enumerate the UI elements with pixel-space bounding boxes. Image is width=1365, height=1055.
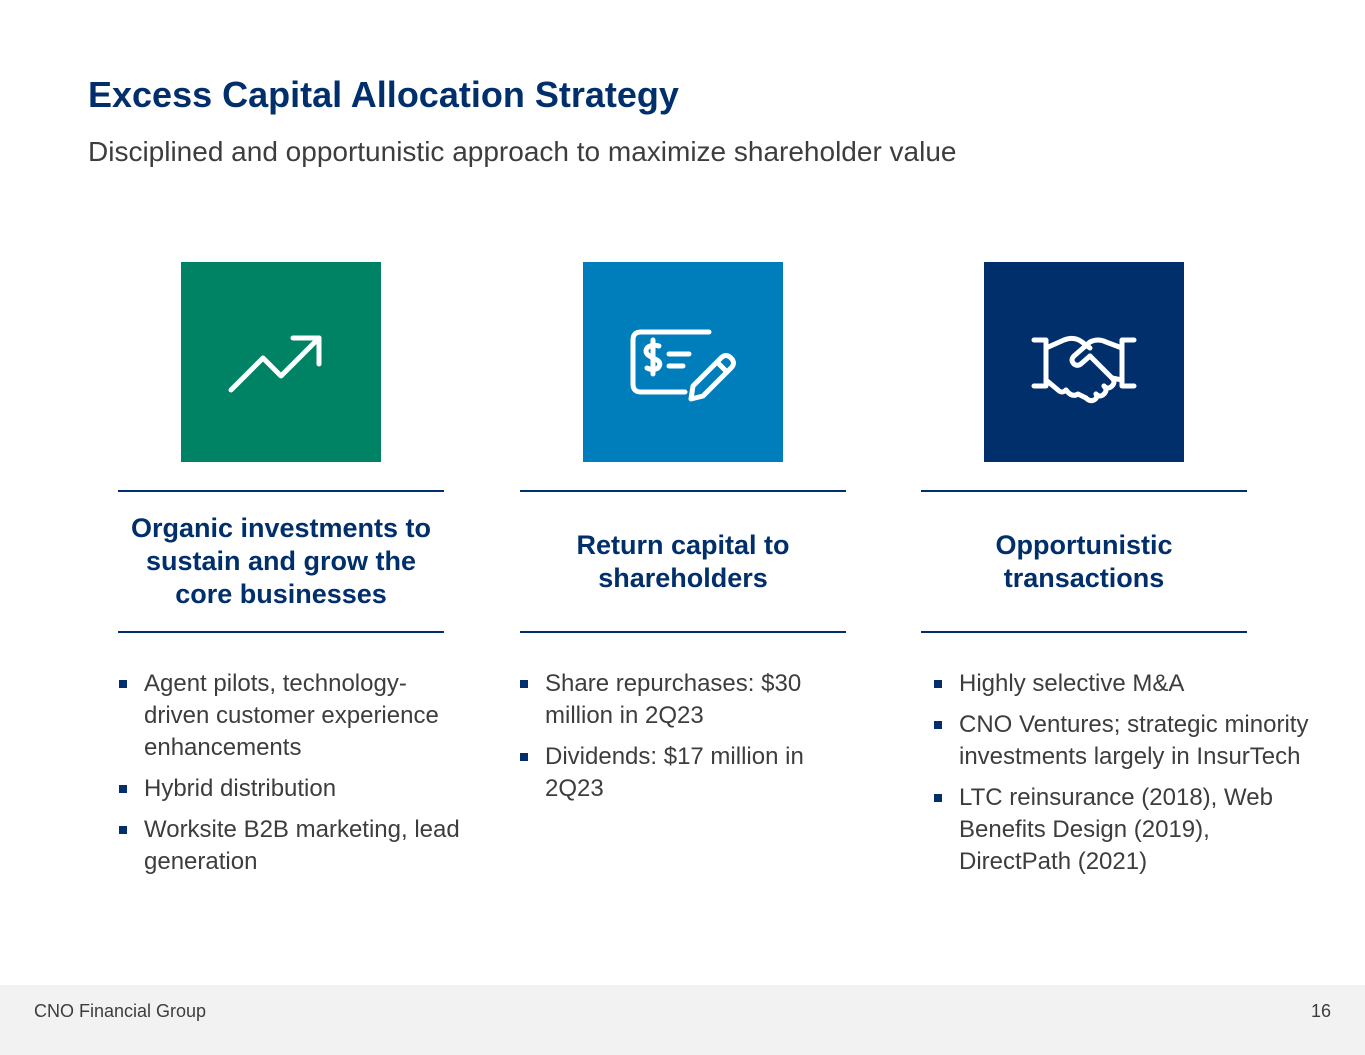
heading-rule-bottom bbox=[118, 631, 444, 633]
bullet-item: Dividends: $17 million in 2Q23 bbox=[520, 741, 865, 805]
column-heading-text: Return capital to shareholders bbox=[576, 529, 790, 593]
heading-rule-top bbox=[921, 490, 1247, 492]
square-bullet-icon bbox=[934, 721, 942, 729]
bullet-item: Hybrid distribution bbox=[119, 773, 464, 805]
square-bullet-icon bbox=[520, 680, 528, 688]
bullet-text: Share repurchases: $30 million in 2Q23 bbox=[545, 670, 802, 729]
column-heading-text: Opportunistic transactions bbox=[995, 529, 1173, 593]
bullet-item: CNO Ventures; strategic minority investm… bbox=[934, 709, 1309, 773]
square-bullet-icon bbox=[119, 826, 127, 834]
bullet-text: CNO Ventures; strategic minority investm… bbox=[959, 711, 1309, 770]
organic-icon-tile bbox=[181, 262, 381, 462]
column-heading: Opportunistic transactions bbox=[921, 492, 1247, 631]
column-organic-investments: Organic investments to sustain and grow … bbox=[118, 0, 460, 985]
square-bullet-icon bbox=[520, 753, 528, 761]
column-heading: Organic investments to sustain and grow … bbox=[118, 492, 444, 631]
column-heading-text: Organic investments to sustain and grow … bbox=[130, 513, 432, 609]
bullet-text: LTC reinsurance (2018), Web Benefits Des… bbox=[959, 784, 1273, 875]
square-bullet-icon bbox=[934, 794, 942, 802]
bullet-list: Highly selective M&A CNO Ventures; strat… bbox=[934, 668, 1309, 887]
slide-subtitle: Disciplined and opportunistic approach t… bbox=[88, 136, 957, 167]
slide-footer: CNO Financial Group 16 bbox=[0, 985, 1365, 1055]
square-bullet-icon bbox=[934, 680, 942, 688]
bullet-item: Worksite B2B marketing, lead generation bbox=[119, 814, 464, 878]
heading-rule-bottom bbox=[520, 631, 846, 633]
bullet-item: Share repurchases: $30 million in 2Q23 bbox=[520, 668, 865, 732]
bullet-item: LTC reinsurance (2018), Web Benefits Des… bbox=[934, 782, 1309, 878]
bullet-item: Highly selective M&A bbox=[934, 668, 1309, 700]
return-capital-icon-tile bbox=[583, 262, 783, 462]
bullet-text: Hybrid distribution bbox=[144, 775, 337, 802]
trending-up-icon bbox=[228, 335, 322, 393]
handshake-icon bbox=[1031, 335, 1137, 404]
bullet-text: Dividends: $17 million in 2Q23 bbox=[545, 743, 804, 802]
bullet-text: Worksite B2B marketing, lead generation bbox=[144, 816, 460, 875]
column-heading: Return capital to shareholders bbox=[520, 492, 846, 631]
check-dollar-pen-icon bbox=[630, 329, 736, 402]
bullet-text: Agent pilots, technology-driven customer… bbox=[144, 670, 439, 761]
column-return-capital: Return capital to shareholders Share rep… bbox=[520, 0, 846, 985]
square-bullet-icon bbox=[119, 785, 127, 793]
bullet-list: Agent pilots, technology-driven customer… bbox=[119, 668, 464, 887]
bullet-list: Share repurchases: $30 million in 2Q23 D… bbox=[520, 668, 865, 814]
heading-rule-bottom bbox=[921, 631, 1247, 633]
transactions-icon-tile bbox=[984, 262, 1184, 462]
column-opportunistic-transactions: Opportunistic transactions Highly select… bbox=[921, 0, 1308, 985]
heading-rule-top bbox=[118, 490, 444, 492]
bullet-text: Highly selective M&A bbox=[959, 670, 1185, 697]
heading-rule-top bbox=[520, 490, 846, 492]
square-bullet-icon bbox=[119, 680, 127, 688]
bullet-item: Agent pilots, technology-driven customer… bbox=[119, 668, 464, 764]
page-number: 16 bbox=[1310, 1001, 1331, 1021]
footer-company: CNO Financial Group bbox=[34, 1001, 207, 1021]
slide-title: Excess Capital Allocation Strategy bbox=[88, 74, 679, 115]
